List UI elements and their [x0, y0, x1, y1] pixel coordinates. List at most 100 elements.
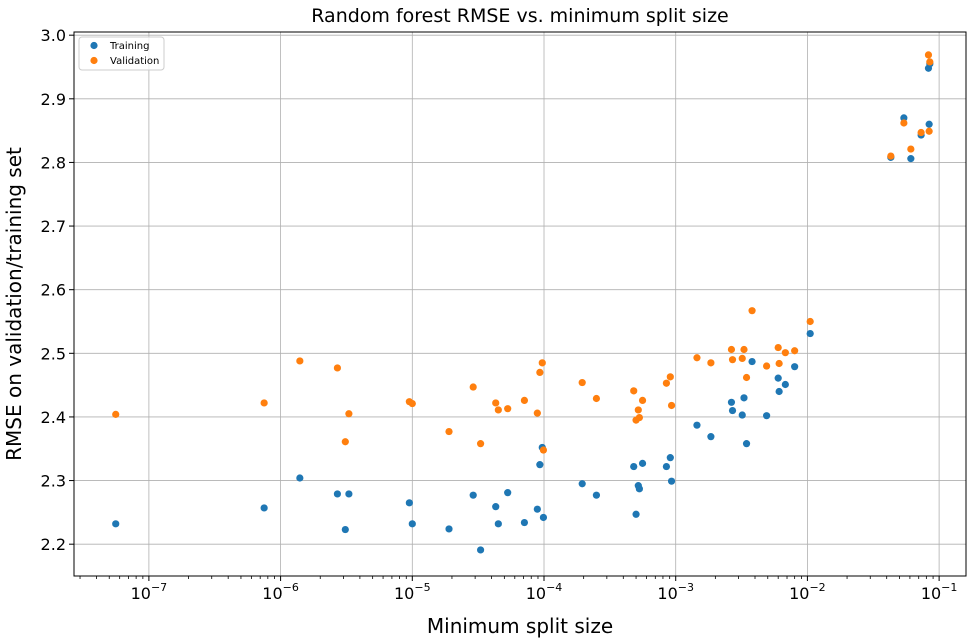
data-point-validation: [112, 410, 120, 418]
y-tick-label: 2.7: [41, 217, 66, 236]
y-tick-label: 2.4: [41, 408, 66, 427]
data-point-training: [578, 480, 586, 488]
data-point-training: [630, 462, 638, 471]
y-tick-label: 2.9: [41, 90, 66, 109]
data-point-validation: [806, 317, 814, 326]
data-point-validation: [333, 364, 342, 372]
data-point-training: [112, 520, 120, 528]
data-point-training: [260, 504, 268, 512]
x-axis-label: Minimum split size: [427, 614, 613, 638]
data-point-validation: [907, 145, 915, 153]
data-point-training: [900, 114, 908, 122]
data-point-validation: [738, 354, 746, 362]
x-axis-ticks: 10−7 10−6 10−5 10−4 10−3 10−2 10−1: [131, 576, 958, 603]
data-point-training: [539, 513, 548, 522]
data-point-training: [504, 489, 512, 497]
data-point-validation: [887, 152, 895, 160]
data-point-training: [742, 440, 751, 448]
data-point-validation: [775, 359, 783, 368]
grid-lines: [74, 32, 966, 576]
data-point-validation: [492, 399, 500, 407]
data-point-training: [791, 363, 799, 371]
data-point-validation: [924, 51, 933, 59]
legend-label-validation: Validation: [110, 56, 159, 67]
data-point-validation: [494, 406, 502, 414]
x-tick-label: 10−4: [526, 581, 563, 603]
data-point-training: [345, 490, 353, 498]
legend-label-training: Training: [109, 41, 149, 52]
legend-box: [78, 36, 165, 71]
data-point-validation: [533, 409, 541, 417]
data-point-training: [666, 454, 674, 462]
data-point-validation: [666, 373, 674, 381]
data-point-training: [707, 433, 715, 441]
data-point-training: [763, 412, 771, 420]
data-point-training: [341, 525, 349, 534]
data-point-training: [405, 499, 413, 507]
data-point-training: [728, 406, 737, 415]
data-point-validation: [926, 58, 934, 66]
data-point-training: [469, 491, 477, 499]
data-point-training: [638, 459, 647, 467]
data-point-validation: [341, 438, 349, 446]
y-tick-label: 2.2: [41, 535, 66, 554]
data-points: [112, 51, 934, 554]
data-point-validation: [476, 440, 485, 448]
data-point-validation: [345, 410, 353, 418]
data-point-validation: [260, 399, 268, 407]
data-point-validation: [728, 356, 737, 364]
legend-marker-training: [90, 41, 98, 50]
legend-marker-validation: [90, 56, 98, 65]
data-point-validation: [900, 119, 908, 127]
y-tick-label: 2.3: [41, 472, 66, 491]
data-point-validation: [740, 345, 748, 354]
y-tick-label: 3.0: [41, 26, 66, 45]
data-point-training: [445, 525, 453, 533]
x-tick-label: 10−6: [262, 581, 299, 603]
data-point-training: [775, 387, 783, 396]
y-tick-label: 2.6: [41, 281, 66, 300]
data-point-training: [738, 411, 746, 419]
data-point-validation: [774, 343, 782, 352]
data-point-validation: [635, 413, 643, 422]
data-point-validation: [763, 362, 771, 370]
data-point-validation: [408, 399, 416, 408]
data-point-training: [907, 155, 915, 163]
data-point-training: [536, 461, 544, 469]
data-point-training: [740, 394, 748, 402]
data-point-validation: [781, 349, 789, 357]
data-point-training: [635, 485, 643, 493]
data-point-validation: [662, 379, 671, 387]
data-point-validation: [445, 427, 453, 436]
series-validation: [112, 51, 934, 454]
data-point-validation: [592, 394, 601, 403]
plot-frame: [73, 31, 967, 577]
data-point-validation: [538, 359, 546, 367]
data-point-validation: [693, 354, 701, 362]
data-point-training: [925, 120, 933, 128]
data-point-training: [492, 503, 500, 511]
data-point-validation: [520, 396, 529, 404]
y-axis-label: RMSE on validation/training set: [2, 147, 26, 461]
data-point-validation: [539, 446, 548, 454]
data-point-training: [632, 510, 640, 518]
x-tick-label: 10−7: [131, 581, 168, 603]
data-point-validation: [469, 383, 477, 391]
x-tick-label: 10−5: [394, 581, 431, 603]
data-point-training: [806, 329, 814, 338]
y-tick-label: 2.8: [41, 153, 66, 172]
data-point-training: [408, 520, 416, 528]
y-axis-ticks: 2.2 2.3 2.4 2.5 2.6 2.7 2.8 2.9 3.0: [41, 26, 74, 554]
data-point-training: [494, 520, 502, 528]
data-point-validation: [536, 368, 544, 376]
data-point-training: [476, 546, 485, 554]
data-point-training: [662, 462, 671, 471]
x-tick-label: 10−1: [921, 581, 958, 603]
data-point-validation: [925, 127, 933, 135]
data-point-training: [748, 357, 756, 366]
data-point-validation: [578, 378, 586, 387]
y-tick-label: 2.5: [41, 344, 66, 363]
x-tick-label: 10−2: [789, 581, 826, 603]
